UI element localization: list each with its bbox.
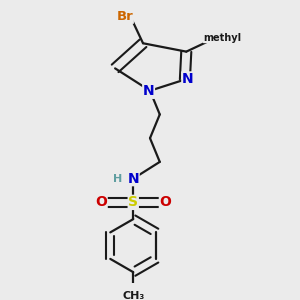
Text: Br: Br [116, 10, 133, 23]
Text: CH₃: CH₃ [122, 291, 144, 300]
Text: N: N [128, 172, 139, 186]
Text: methyl: methyl [203, 33, 242, 43]
Text: S: S [128, 195, 138, 209]
Text: O: O [95, 195, 107, 209]
Text: H: H [113, 174, 122, 184]
Text: O: O [159, 195, 171, 209]
Text: N: N [143, 84, 154, 98]
Text: N: N [182, 72, 194, 86]
